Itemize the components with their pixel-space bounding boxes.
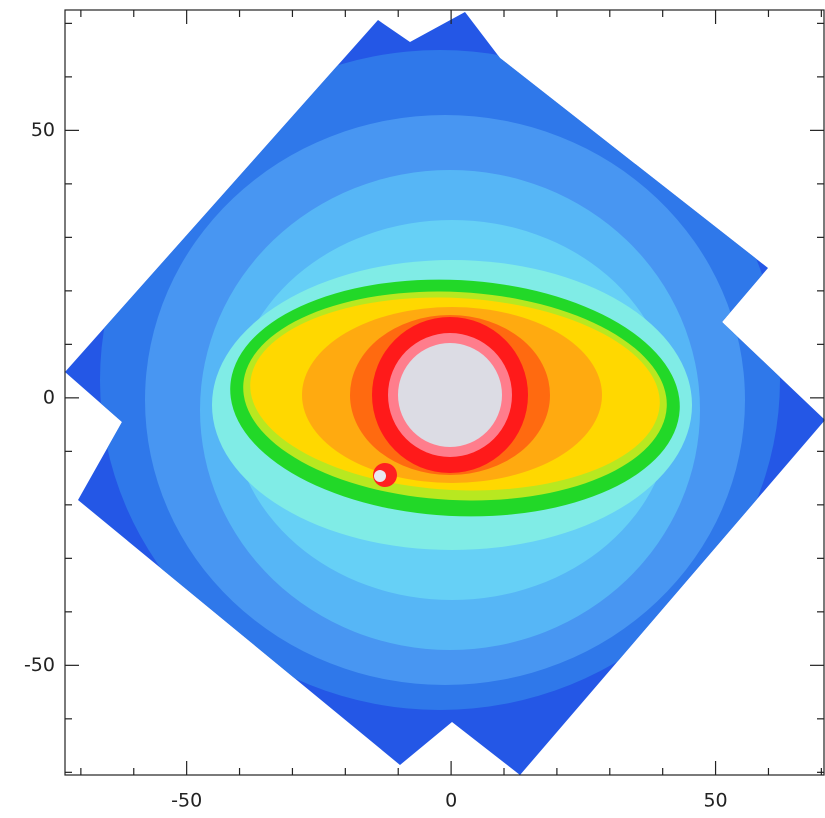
core (398, 343, 502, 447)
x-tick-label: 50 (703, 790, 727, 812)
x-tick-label: -50 (171, 790, 202, 812)
y-tick-label: -50 (24, 654, 55, 676)
y-tick-label: 50 (31, 119, 55, 141)
spot (374, 470, 386, 482)
frame (64, 9, 825, 776)
x-tick-label: 0 (445, 790, 457, 812)
y-tick-label: 0 (43, 386, 55, 408)
galaxy-map (65, 12, 825, 775)
